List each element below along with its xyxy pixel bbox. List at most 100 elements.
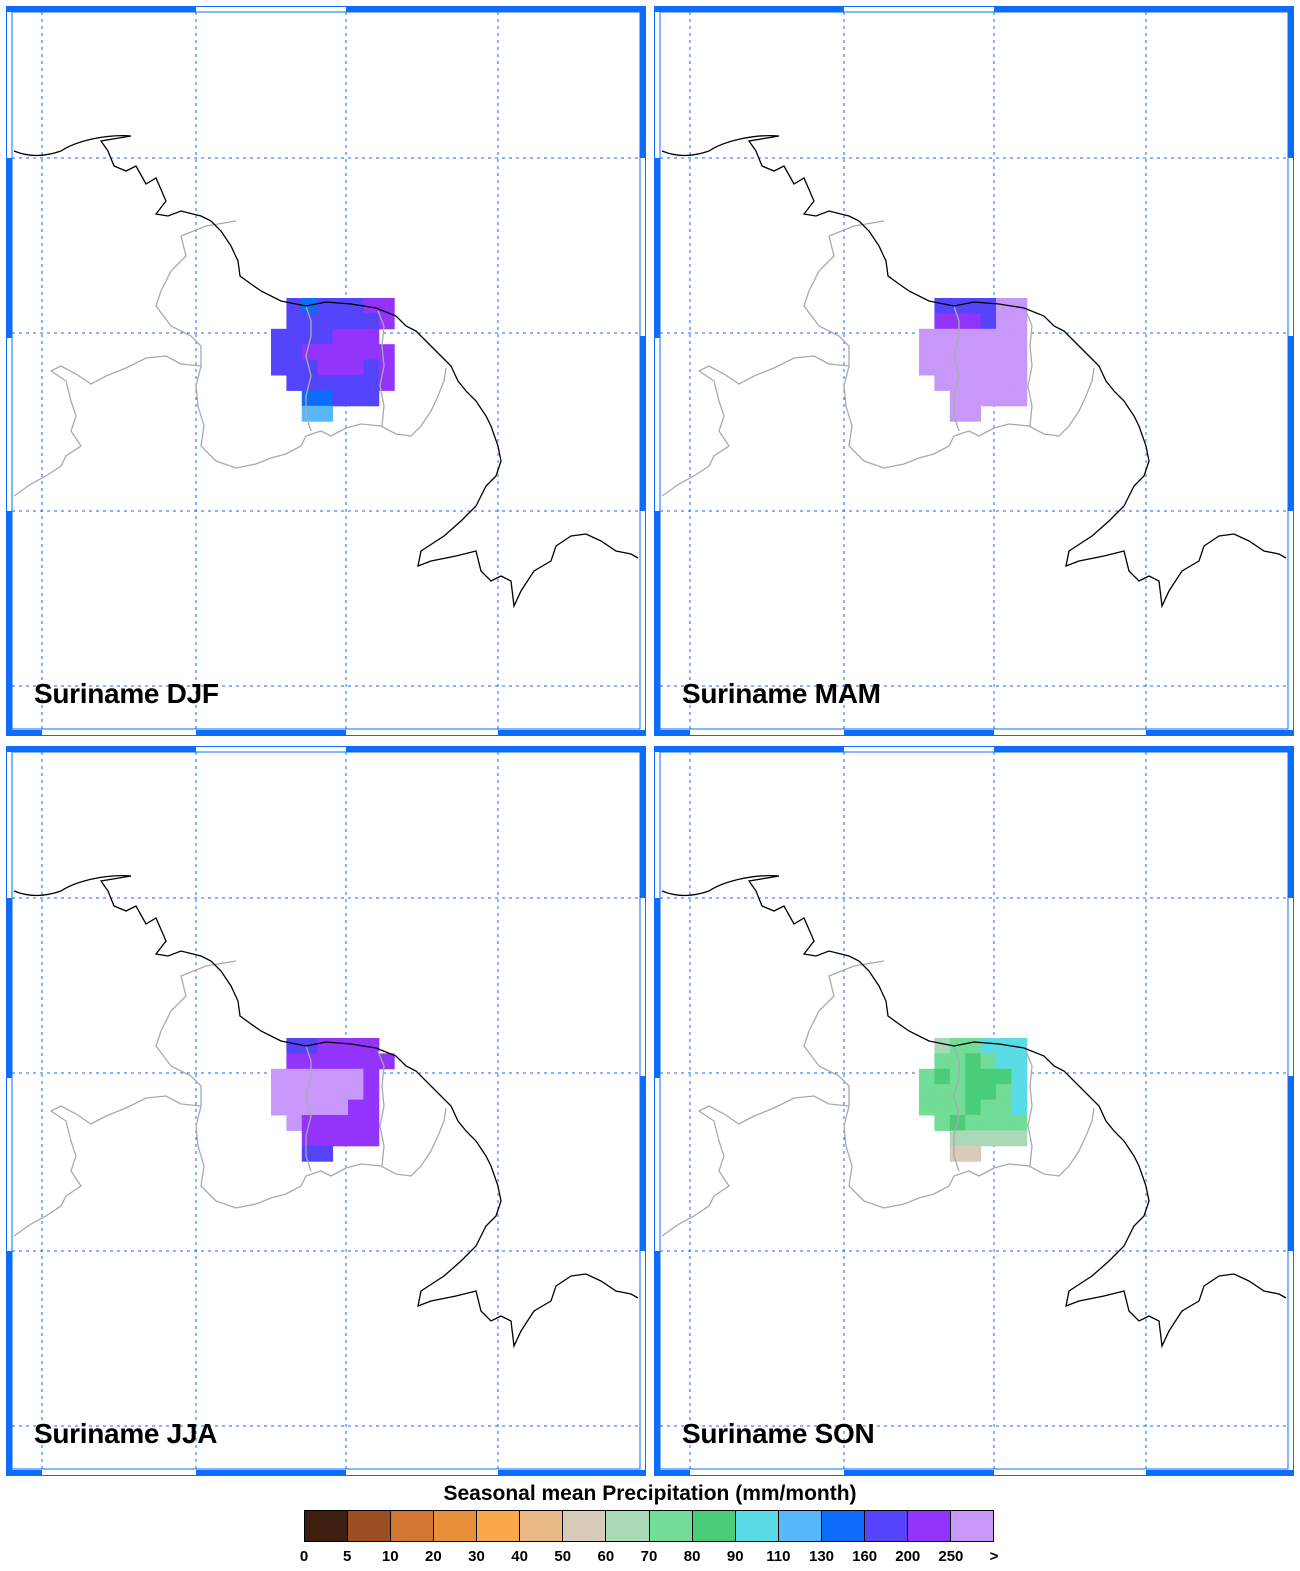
frame-band — [498, 730, 646, 736]
frame-band — [654, 730, 690, 736]
precip-cell — [934, 1099, 951, 1116]
precip-cell — [996, 344, 1012, 361]
frame-band — [6, 158, 12, 338]
colorbar-swatch — [563, 1511, 607, 1541]
colorbar-swatch — [735, 1511, 779, 1541]
frame-band — [994, 6, 1294, 12]
colorbar-swatch — [821, 1511, 865, 1541]
colorbar-tick-label: 60 — [597, 1548, 615, 1565]
legend-title: Seasonal mean Precipitation (mm/month) — [443, 1482, 857, 1505]
precip-cell — [980, 1115, 997, 1131]
map-canvas — [6, 6, 646, 736]
country-border — [155, 220, 447, 469]
country-border — [953, 1045, 960, 1172]
frame-band — [654, 1470, 690, 1476]
precip-cell — [332, 375, 349, 391]
precip-cell — [965, 313, 982, 330]
colorbar-swatch — [907, 1511, 951, 1541]
country-border — [1025, 310, 1033, 427]
precip-cell — [980, 1099, 997, 1116]
precip-cell — [996, 1068, 1012, 1085]
precip-cell — [317, 375, 334, 391]
frame-band — [640, 6, 646, 158]
precip-cell — [980, 1053, 997, 1070]
country-border — [305, 305, 312, 432]
frame-band — [654, 898, 660, 1078]
precip-cell — [1011, 1115, 1028, 1131]
precip-cell — [965, 328, 982, 345]
precip-cell — [934, 298, 951, 314]
precip-cell — [949, 405, 966, 422]
frame-band — [640, 336, 646, 511]
precip-cell — [348, 1038, 364, 1054]
precip-cell — [934, 1068, 951, 1085]
colorbar-tick-label: 5 — [342, 1548, 352, 1565]
colorbar-swatch — [391, 1511, 435, 1541]
precip-cell — [965, 1145, 982, 1162]
precip-cell — [332, 359, 349, 376]
precip-cell — [301, 1145, 318, 1162]
country-border — [661, 355, 850, 497]
precip-cell — [919, 1084, 935, 1101]
frame-band — [654, 158, 660, 338]
precip-cell — [934, 344, 951, 361]
frame-band — [346, 746, 646, 752]
colorbar-tick-label: 50 — [554, 1548, 572, 1565]
precip-cell — [363, 1084, 380, 1101]
precip-cell — [980, 1038, 997, 1054]
precip-cell — [965, 1099, 982, 1116]
precip-cell — [301, 344, 318, 361]
country-border — [661, 1095, 850, 1237]
precip-cell — [301, 1084, 318, 1101]
precip-cell — [378, 359, 395, 376]
colorbar-swatch — [778, 1511, 822, 1541]
precip-cell — [965, 359, 982, 376]
precip-cell — [348, 1068, 364, 1085]
precip-cell — [348, 344, 364, 361]
precip-cell — [949, 1130, 966, 1147]
precip-cell — [317, 1145, 334, 1162]
precip-cell — [348, 359, 364, 376]
precip-cell — [965, 405, 982, 422]
colorbar-swatch — [606, 1511, 650, 1541]
precip-cell — [1011, 1053, 1028, 1070]
colorbar-tick-label: 130 — [808, 1548, 835, 1565]
precip-cell — [286, 1053, 303, 1070]
precip-cell — [949, 344, 966, 361]
country-border — [305, 1045, 312, 1172]
country-border — [377, 1050, 385, 1167]
coastline — [13, 875, 639, 1349]
precip-cell — [934, 1053, 951, 1070]
frame-band — [844, 730, 994, 736]
frame-band — [346, 6, 646, 12]
colorbar-tick-label: 30 — [468, 1548, 485, 1565]
frame-band — [498, 1470, 646, 1476]
precip-cell — [949, 359, 966, 376]
country-border — [803, 960, 1095, 1209]
precip-cell — [363, 298, 380, 314]
precip-cell — [301, 390, 318, 407]
precip-cell — [996, 1084, 1012, 1101]
precip-cell — [317, 313, 334, 330]
precip-cell — [286, 375, 303, 391]
precip-cell — [378, 375, 395, 391]
precip-cell — [949, 1068, 966, 1085]
precip-cell — [965, 1068, 982, 1085]
precip-cell — [965, 1053, 982, 1070]
country-border — [13, 1095, 202, 1237]
precip-cell — [317, 1038, 334, 1054]
colorbar-swatch — [520, 1511, 564, 1541]
precip-cell — [996, 298, 1012, 314]
precip-cell — [332, 1068, 349, 1085]
precip-cell — [996, 313, 1012, 330]
precip-cell — [934, 328, 951, 345]
precip-cell — [949, 1053, 966, 1070]
precip-cell — [949, 1038, 966, 1054]
frame-band — [640, 746, 646, 898]
colorbar-tick-label: 0 — [299, 1548, 309, 1565]
colorbar-swatch — [434, 1511, 478, 1541]
frame-band — [640, 1076, 646, 1251]
frame-band — [1288, 746, 1294, 898]
precip-cell — [286, 313, 303, 330]
frame-band — [6, 1470, 42, 1476]
